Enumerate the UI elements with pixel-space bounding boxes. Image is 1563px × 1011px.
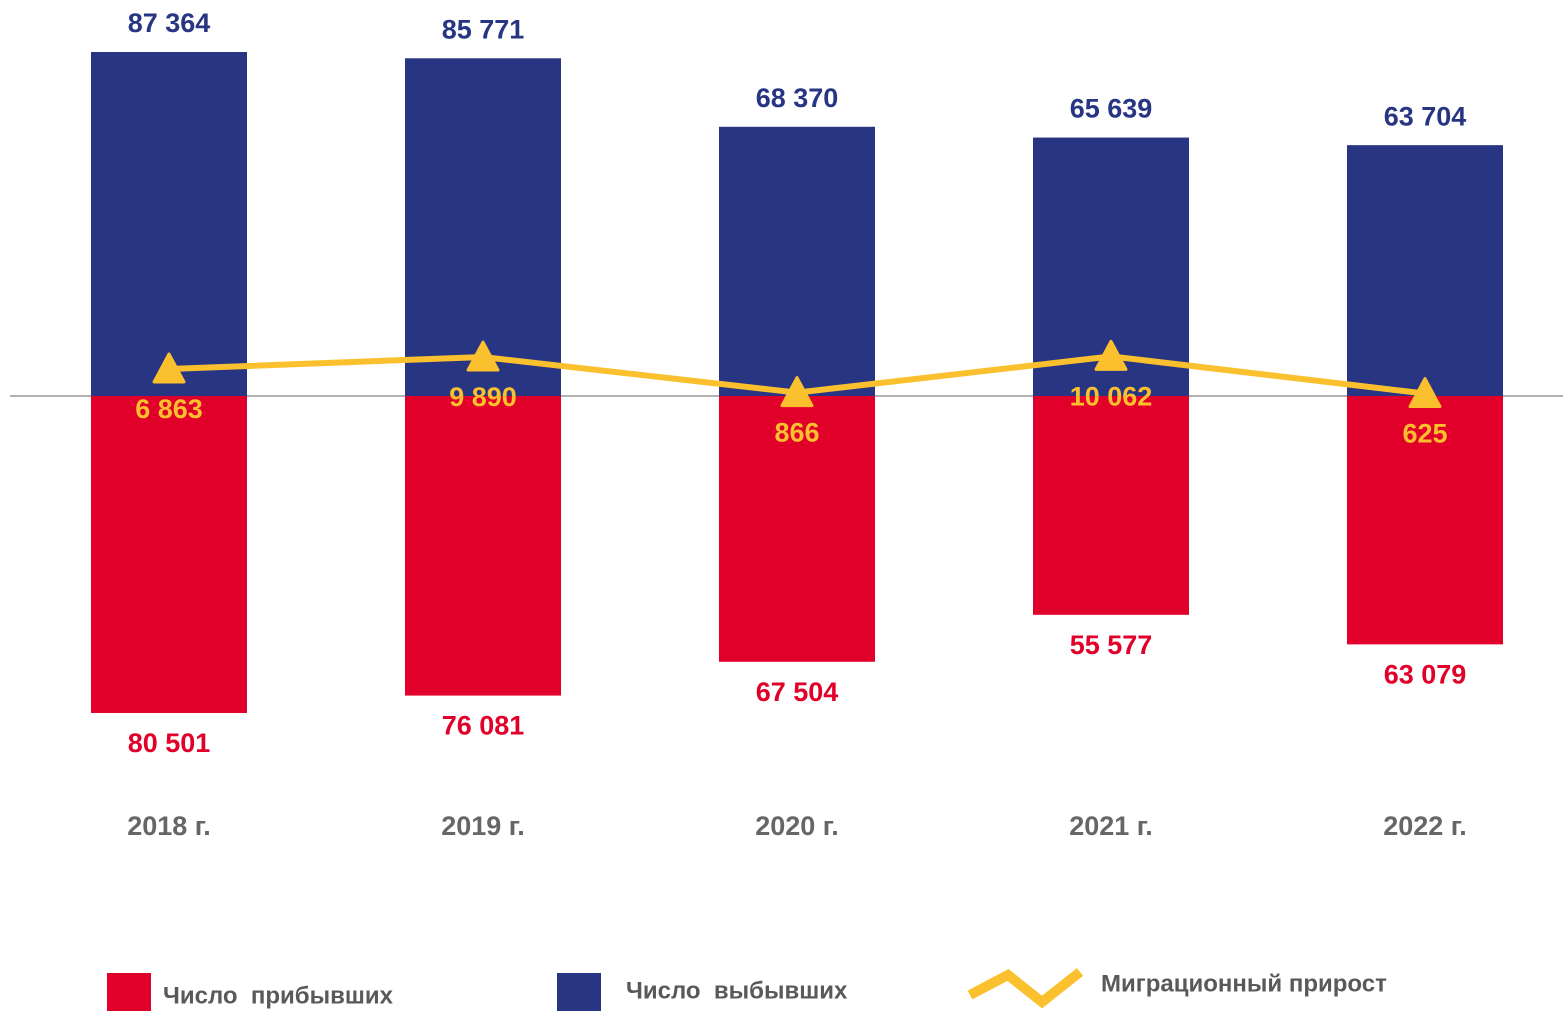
- data-label: 80 501: [128, 728, 211, 758]
- data-label: 85 771: [442, 14, 525, 44]
- data-label: 87 364: [128, 8, 211, 38]
- bar: [91, 396, 247, 713]
- data-label: 63 079: [1384, 660, 1467, 690]
- data-label: 65 639: [1070, 94, 1153, 124]
- x-tick-label: 2020 г.: [755, 811, 839, 841]
- data-label: 63 704: [1384, 101, 1467, 131]
- bar: [1033, 396, 1189, 615]
- data-label: 866: [774, 418, 819, 448]
- marker: [780, 376, 814, 408]
- data-label: 67 504: [756, 677, 839, 707]
- data-label: 68 370: [756, 83, 839, 113]
- data-label: 10 062: [1070, 382, 1153, 412]
- data-label: 6 863: [135, 394, 203, 424]
- legend-label: Миграционный прирост: [1101, 970, 1387, 997]
- data-label: 76 081: [442, 711, 525, 741]
- legend-swatch: [967, 968, 1084, 1009]
- bar: [719, 126, 875, 397]
- x-tick-label: 2019 г.: [441, 811, 525, 841]
- legend-label: Число выбывших: [626, 977, 848, 1004]
- marker: [152, 352, 186, 384]
- data-label: 625: [1402, 419, 1447, 449]
- legend-swatch: [557, 973, 601, 1011]
- bar: [405, 396, 561, 696]
- legend-label: Число прибывших: [163, 982, 394, 1009]
- data-label: 9 890: [449, 382, 517, 412]
- x-tick-label: 2021 г.: [1069, 811, 1153, 841]
- x-tick-label: 2018 г.: [127, 811, 211, 841]
- bar: [405, 58, 561, 396]
- x-tick-label: 2022 г.: [1383, 811, 1467, 841]
- legend-swatch: [107, 973, 151, 1011]
- marker: [1094, 339, 1128, 371]
- bar: [91, 52, 247, 396]
- data-label: 55 577: [1070, 630, 1153, 660]
- bar: [719, 396, 875, 662]
- bar: [1347, 396, 1503, 645]
- marker: [466, 340, 500, 372]
- bar: [1347, 145, 1503, 396]
- marker: [1408, 377, 1442, 409]
